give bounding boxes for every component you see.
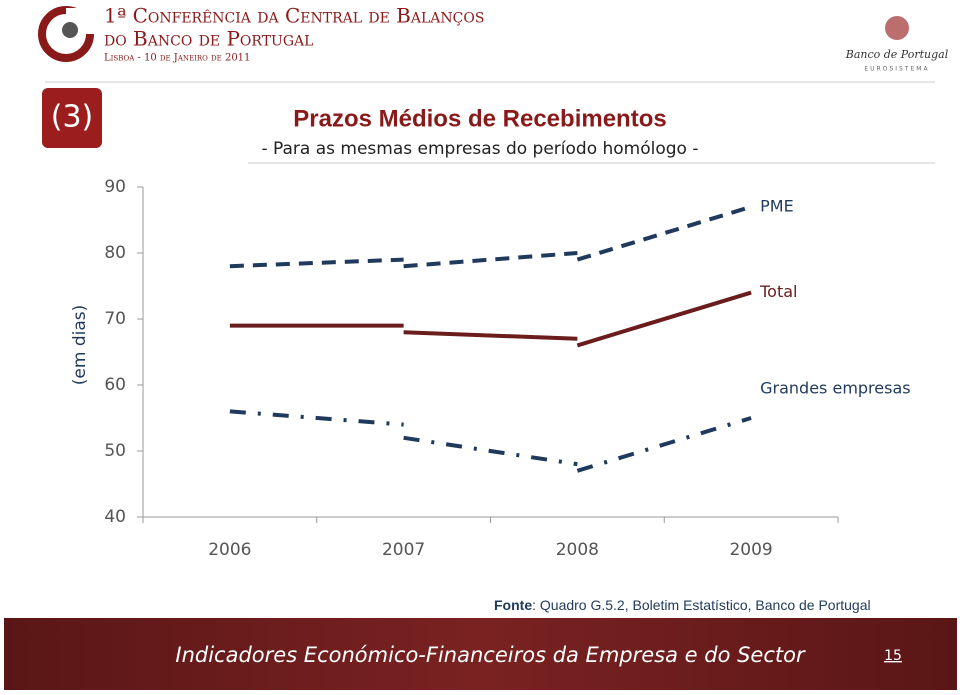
x-tick-label: 2009 (729, 540, 772, 560)
section-number: (3) (51, 100, 94, 135)
line-segment (576, 290, 752, 348)
page-number: 15 (884, 648, 902, 664)
line-segment (403, 330, 578, 341)
series-label: Total (759, 282, 797, 301)
source-label: Fonte (494, 597, 532, 613)
bank-subtitle: EUROSISTEMA (864, 66, 929, 73)
x-tick-label: 2006 (208, 540, 251, 560)
y-tick-label: 60 (104, 375, 126, 395)
line-segment (403, 435, 578, 467)
plot: 40 50 60 70 80 90 2006 2007 2008 2009 PME Total Gran… (104, 177, 910, 560)
source: Fonte: Quadro G.5.2, Boletim Estatístico… (494, 597, 871, 613)
line-segment (403, 251, 578, 269)
line-segment (576, 204, 752, 262)
chart-title: Prazos Médios de Recebimentos (293, 105, 666, 132)
conference-title: 1ª Conferência da Central de Balanços (104, 4, 484, 28)
logo (38, 6, 94, 62)
line-segment (229, 257, 404, 269)
series-label: Grandes empresas (760, 379, 910, 398)
y-tick-label: 70 (104, 309, 126, 329)
y-tick-label: 50 (104, 441, 126, 461)
y-tick-label: 90 (104, 177, 126, 197)
bank-emblem (885, 16, 909, 40)
y-axis-label: (em dias) (70, 305, 90, 385)
footer-text: Indicadores Económico-Financeiros da Emp… (175, 643, 806, 667)
line-segment (576, 416, 752, 473)
y-tick-label: 80 (104, 243, 126, 263)
footer-band (4, 618, 957, 690)
conference-date: Lisboa - 10 de Janeiro de 2011 (104, 53, 250, 64)
bank-name: Banco de Portugal (845, 48, 949, 61)
x-tick-label: 2008 (556, 540, 599, 560)
y-tick-label: 40 (104, 507, 126, 527)
x-tick-label: 2007 (382, 540, 425, 560)
source-text: : Quadro G.5.2, Boletim Estatístico, Ban… (532, 597, 871, 613)
series-label: PME (760, 196, 794, 215)
section-box (42, 88, 102, 148)
chart-subtitle: - Para as mesmas empresas do período hom… (261, 139, 698, 159)
conference-title: do Banco de Portugal (104, 27, 313, 51)
line-segment (229, 409, 404, 427)
